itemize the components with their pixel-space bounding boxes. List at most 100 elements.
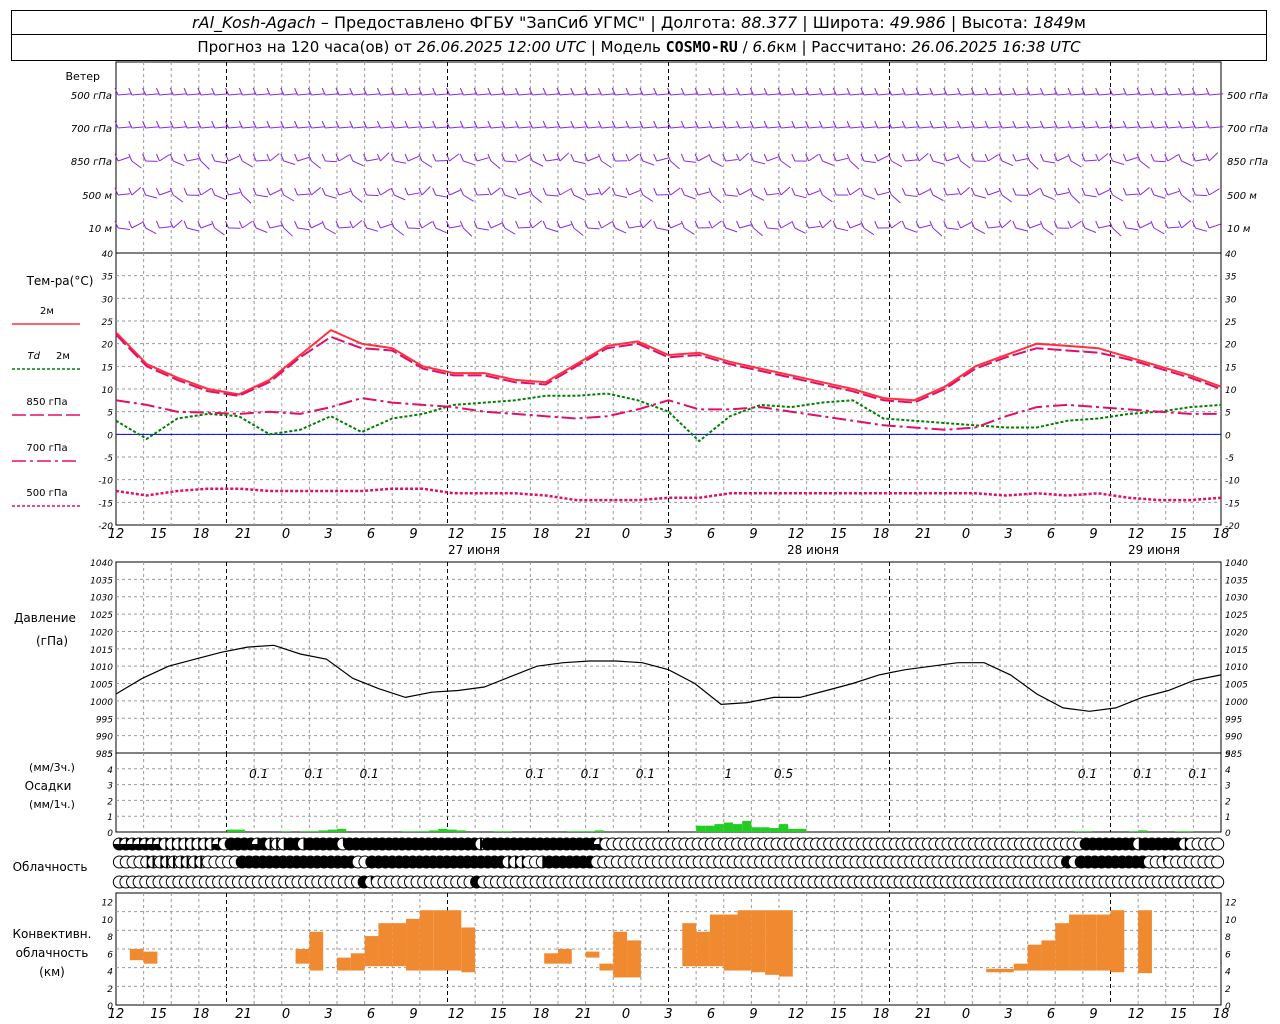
- wind-barb-shaft: [325, 194, 337, 199]
- wind-barb-flag: [183, 187, 188, 196]
- wind-barb: [252, 220, 268, 233]
- wind-barb: [197, 87, 215, 96]
- wind-barb: [970, 220, 986, 235]
- wind-barb: [1053, 153, 1069, 162]
- wind-barb: [307, 220, 323, 229]
- wind-barb-flag: [1081, 87, 1086, 96]
- wind-barb-shaft: [1057, 93, 1072, 96]
- wind-barb-shaft: [780, 93, 795, 96]
- wind-barb-flag: [611, 220, 616, 229]
- wind-barb: [818, 187, 833, 203]
- wind-barb-flag: [860, 220, 865, 229]
- conv-block: [419, 910, 434, 971]
- wind-barb-shaft: [753, 160, 766, 165]
- wind-barb: [846, 220, 862, 229]
- wind-barb-shaft: [1153, 126, 1168, 129]
- wind-barb-flag: [998, 220, 1003, 229]
- wind-barb-flag: [667, 187, 671, 196]
- conv-time-label: 12: [108, 1007, 125, 1022]
- conv-block: [779, 910, 793, 977]
- wind-barb: [294, 120, 312, 129]
- wind-barb: [694, 187, 710, 196]
- wind-barb-shaft: [822, 219, 832, 229]
- wind-barb: [376, 152, 390, 162]
- wind-barb-flag: [639, 187, 644, 196]
- wind-barb-flag: [114, 87, 119, 96]
- temp-time-label: 18: [1213, 527, 1230, 542]
- wind-barb-shaft: [960, 126, 975, 129]
- wind-barb-shaft: [725, 93, 740, 96]
- temp-tick-right: -15: [1225, 499, 1240, 509]
- lat-value: 49.986: [889, 13, 946, 32]
- wind-barb-shaft: [849, 160, 860, 170]
- wind-barb-flag: [639, 120, 644, 129]
- temp-time-label: 3: [664, 527, 672, 542]
- wind-barb-shaft: [794, 93, 809, 96]
- wind-barb-shaft: [297, 156, 310, 162]
- wind-barb: [321, 153, 338, 163]
- temp-time-label: 15: [830, 527, 847, 542]
- conv-time-label: 3: [324, 1007, 332, 1022]
- precip-bar: [751, 827, 761, 832]
- wind-barb: [639, 219, 652, 229]
- wind-barb-flag: [791, 220, 796, 229]
- precip-bar: [1073, 831, 1083, 832]
- wind-barb-flag: [1205, 187, 1210, 196]
- wind-barb: [404, 120, 423, 129]
- wind-barb-flag: [694, 153, 699, 162]
- temp-tick-right: 35: [1225, 273, 1237, 283]
- precip-amount: 0.1: [1188, 767, 1207, 781]
- forecast-prefix: Прогноз на 120 часа(ов) от: [197, 38, 412, 56]
- wind-barb-flag: [446, 87, 450, 96]
- conv-block: [613, 931, 628, 978]
- wind-barb-shaft: [131, 126, 146, 129]
- wind-barb: [197, 120, 215, 129]
- wind-barb-shaft: [891, 194, 901, 204]
- wind-barb: [114, 220, 130, 230]
- precip-bar: [281, 831, 291, 832]
- wind-barb-shaft: [380, 152, 390, 162]
- precip-tick-right: 4: [1225, 766, 1231, 776]
- cloud-circle: [1211, 837, 1225, 851]
- wind-barb-shaft: [863, 194, 876, 200]
- wind-barb-shaft: [628, 225, 641, 229]
- wind-barb: [1109, 87, 1127, 96]
- wind-barb-flag: [459, 220, 464, 229]
- conv-tick-right: 2: [1225, 985, 1231, 995]
- wind-barb-shaft: [380, 223, 392, 229]
- wind-barb: [266, 187, 281, 196]
- pressure-tick-right: 1005: [1225, 681, 1248, 691]
- wind-barb-flag: [708, 153, 713, 162]
- wind-barb-flag: [584, 87, 589, 96]
- wind-barb-flag: [1191, 120, 1196, 129]
- wind-barb-flag: [1150, 153, 1155, 162]
- conv-block: [737, 910, 752, 971]
- wind-barb-flag: [280, 120, 285, 129]
- wind-barb-flag: [169, 153, 174, 162]
- conv-tick-left: 12: [102, 899, 114, 909]
- wind-barb: [1053, 87, 1072, 96]
- wind-barb-shaft: [974, 93, 989, 96]
- wind-barb: [556, 220, 572, 229]
- wind-barb-flag: [818, 87, 823, 96]
- wind-barb: [736, 152, 749, 162]
- wind-barb-shaft: [546, 93, 561, 96]
- wind-barb-shaft: [822, 93, 837, 96]
- wind-barb-flag: [1122, 87, 1127, 96]
- wind-barb: [114, 120, 132, 129]
- wind-barb-flag: [404, 87, 409, 96]
- wind-barb-shaft: [711, 160, 723, 167]
- wind-barb-flag: [653, 220, 658, 229]
- wind-barb-shaft: [1029, 188, 1040, 196]
- wind-barb: [749, 187, 765, 201]
- wind-barb: [294, 220, 310, 231]
- wind-barb: [860, 153, 876, 164]
- wind-barb-flag: [183, 120, 188, 129]
- wind-barb: [653, 153, 669, 162]
- wind-barb-flag: [791, 120, 796, 129]
- wind-barb-shaft: [794, 227, 806, 234]
- wind-barb: [142, 153, 158, 162]
- wind-barb-flag: [473, 220, 478, 229]
- precip-bar: [769, 828, 779, 832]
- temp-time-label: 15: [1170, 527, 1187, 542]
